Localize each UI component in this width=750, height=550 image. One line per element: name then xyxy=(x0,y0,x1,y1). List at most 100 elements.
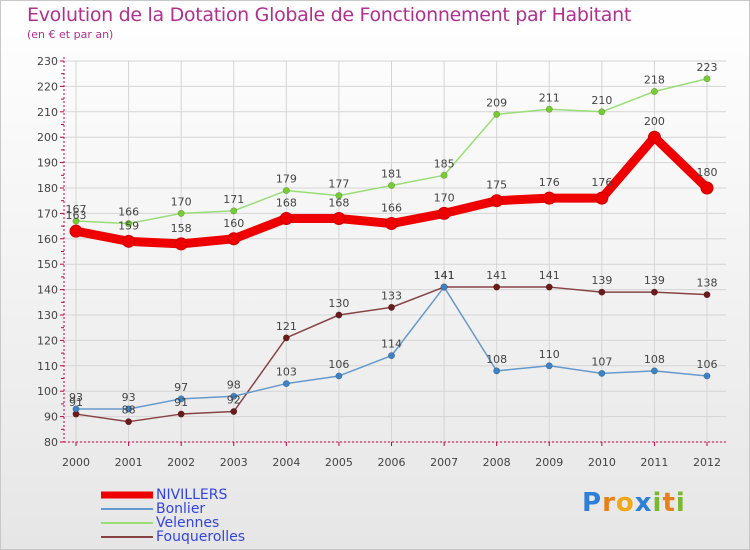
data-label-bonlier: 114 xyxy=(381,338,402,351)
data-label-fouquerolles: 121 xyxy=(276,320,297,333)
data-label-bonlier: 141 xyxy=(434,269,455,282)
logo-letter: x xyxy=(634,488,653,518)
x-tick-label: 2011 xyxy=(640,456,668,469)
x-tick-label: 2003 xyxy=(220,456,248,469)
y-tick-label: 230 xyxy=(37,55,58,68)
data-label-velennes: 170 xyxy=(171,195,192,208)
data-point-fouquerolles xyxy=(650,288,658,296)
y-tick-label: 130 xyxy=(37,309,58,322)
data-point-bonlier xyxy=(545,362,553,370)
data-label-bonlier: 108 xyxy=(486,353,507,366)
data-point-velennes xyxy=(72,217,80,225)
legend-label-nivillers: NIVILLERS xyxy=(156,487,228,503)
x-tick-label: 2006 xyxy=(378,456,406,469)
data-label-velennes: 185 xyxy=(434,157,455,170)
legend-item-nivillers: NIVILLERS xyxy=(101,488,245,502)
data-point-fouquerolles xyxy=(335,311,343,319)
data-point-bonlier xyxy=(282,380,290,388)
data-point-fouquerolles xyxy=(387,303,395,311)
data-label-velennes: 210 xyxy=(591,94,612,107)
data-point-bonlier xyxy=(703,372,711,380)
data-point-velennes xyxy=(177,209,185,217)
data-point-nivillers xyxy=(122,234,136,248)
data-point-nivillers xyxy=(595,191,609,205)
data-label-bonlier: 110 xyxy=(539,348,560,361)
data-label-nivillers: 158 xyxy=(171,222,192,235)
data-label-velennes: 171 xyxy=(223,193,244,206)
x-tick-label: 2012 xyxy=(693,456,721,469)
y-tick-label: 190 xyxy=(37,157,58,170)
data-label-velennes: 218 xyxy=(644,73,665,86)
data-point-velennes xyxy=(125,220,133,228)
data-label-fouquerolles: 92 xyxy=(227,394,241,407)
legend-item-velennes: Velennes xyxy=(101,516,245,530)
x-tick-label: 2009 xyxy=(535,456,563,469)
legend-swatch-fouquerolles xyxy=(101,536,153,538)
data-label-fouquerolles: 138 xyxy=(697,277,718,290)
data-point-bonlier xyxy=(177,395,185,403)
data-label-fouquerolles: 130 xyxy=(328,297,349,310)
legend-swatch-nivillers xyxy=(101,491,153,499)
y-tick-label: 200 xyxy=(37,131,58,144)
data-point-bonlier xyxy=(440,283,448,291)
logo-letter: i xyxy=(675,488,686,518)
data-point-fouquerolles xyxy=(598,288,606,296)
data-label-fouquerolles: 133 xyxy=(381,289,402,302)
legend-item-bonlier: Bonlier xyxy=(101,502,245,516)
data-label-nivillers: 166 xyxy=(381,202,402,215)
logo-letter: i xyxy=(652,488,663,518)
legend-swatch-velennes xyxy=(101,522,153,524)
data-label-velennes: 211 xyxy=(539,91,560,104)
x-tick-label: 2004 xyxy=(272,456,300,469)
data-label-nivillers: 168 xyxy=(328,196,349,209)
data-label-nivillers: 176 xyxy=(539,176,560,189)
x-tick-label: 2001 xyxy=(115,456,143,469)
data-point-fouquerolles xyxy=(125,418,133,426)
data-label-bonlier: 106 xyxy=(328,358,349,371)
y-tick-label: 90 xyxy=(44,411,58,424)
y-tick-label: 120 xyxy=(37,334,58,347)
y-tick-label: 170 xyxy=(37,207,58,220)
data-label-nivillers: 180 xyxy=(697,166,718,179)
data-point-velennes xyxy=(230,207,238,215)
data-label-fouquerolles: 141 xyxy=(539,269,560,282)
x-tick-label: 2005 xyxy=(325,456,353,469)
data-label-bonlier: 97 xyxy=(174,381,188,394)
x-tick-label: 2008 xyxy=(483,456,511,469)
data-point-velennes xyxy=(282,187,290,195)
data-label-bonlier: 93 xyxy=(122,391,136,404)
data-point-velennes xyxy=(493,110,501,118)
data-point-nivillers xyxy=(332,211,346,225)
chart-title: Evolution de la Dotation Globale de Fonc… xyxy=(27,4,632,26)
data-point-fouquerolles xyxy=(493,283,501,291)
y-tick-label: 210 xyxy=(37,106,58,119)
data-point-bonlier xyxy=(230,392,238,400)
data-label-bonlier: 108 xyxy=(644,353,665,366)
data-label-nivillers: 176 xyxy=(591,176,612,189)
data-point-fouquerolles xyxy=(177,410,185,418)
data-point-nivillers xyxy=(385,217,398,231)
y-tick-label: 160 xyxy=(37,233,58,246)
legend: NIVILLERS Bonlier Velennes Fouquerolles xyxy=(101,488,245,544)
data-label-nivillers: 159 xyxy=(118,219,139,232)
legend-label-fouquerolles: Fouquerolles xyxy=(156,529,246,545)
data-label-bonlier: 106 xyxy=(697,358,718,371)
legend-item-fouquerolles: Fouquerolles xyxy=(101,530,245,544)
data-label-nivillers: 200 xyxy=(644,115,665,128)
proxiti-logo: Proxiti xyxy=(582,488,686,518)
data-label-nivillers: 170 xyxy=(434,191,455,204)
data-point-fouquerolles xyxy=(230,408,238,416)
legend-label-velennes: Velennes xyxy=(156,515,220,531)
data-label-fouquerolles: 91 xyxy=(174,396,188,409)
data-label-fouquerolles: 91 xyxy=(69,396,83,409)
data-label-fouquerolles: 139 xyxy=(591,274,612,287)
legend-label-bonlier: Bonlier xyxy=(156,501,206,517)
y-tick-label: 110 xyxy=(37,360,58,373)
y-tick-label: 80 xyxy=(44,436,58,449)
data-point-nivillers xyxy=(542,191,556,205)
data-point-velennes xyxy=(703,75,711,83)
x-tick-label: 2007 xyxy=(430,456,458,469)
data-label-fouquerolles: 88 xyxy=(122,404,136,417)
